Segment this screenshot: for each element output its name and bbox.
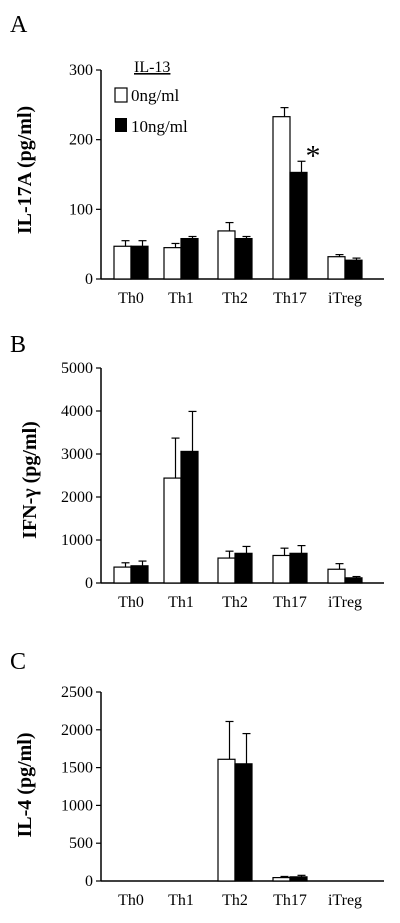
y-tick-label-a-0: 0 [85, 271, 93, 288]
x-tick-label-b-3: Th17 [273, 594, 307, 611]
bar-b-s0-3 [272, 554, 291, 584]
x-tick-label-c-4: iTreg [328, 892, 362, 909]
annotation-a: * [306, 139, 321, 172]
bar-a-s0-0 [113, 245, 132, 280]
panel-letter-c: C [10, 649, 26, 675]
x-tick-label-b-0: Th0 [118, 594, 144, 611]
bar-b-s0-2 [217, 557, 236, 584]
bar-c-s1-2 [234, 763, 253, 882]
legend-title: IL-13 [134, 59, 170, 76]
y-tick-label-a-2: 200 [69, 132, 93, 149]
bar-a-s1-3 [289, 171, 308, 280]
x-tick-label-b-1: Th1 [168, 594, 194, 611]
bar-a-s0-3 [272, 116, 291, 280]
y-axis-label-c: IL-4 (pg/ml) [14, 733, 36, 838]
y-tick-label-a-1: 100 [69, 201, 93, 218]
y-tick-label-b-5: 5000 [61, 360, 93, 377]
panel-letter-a: A [10, 12, 28, 38]
bar-a-s1-0 [130, 245, 149, 280]
bar-b-s1-0 [130, 565, 149, 584]
y-axis-label-b: IFN-γ (pg/ml) [19, 421, 41, 539]
bar-b-s1-1 [180, 450, 199, 584]
y-tick-label-c-3: 1500 [61, 760, 93, 777]
bar-b-s1-2 [234, 552, 253, 584]
panel-letter-b: B [10, 332, 26, 358]
y-tick-label-b-4: 4000 [61, 403, 93, 420]
legend-label-0ngml: 0ng/ml [131, 86, 179, 105]
legend-label-10ngml: 10ng/ml [131, 117, 188, 136]
bar-a-s1-2 [234, 237, 253, 280]
bar-b-s0-0 [113, 566, 132, 584]
bar-b-s1-3 [289, 552, 308, 584]
legend-swatch-10ngml-visible [115, 118, 127, 132]
bar-a-s0-1 [163, 247, 182, 280]
y-tick-label-b-2: 2000 [61, 489, 93, 506]
x-tick-label-a-2: Th2 [222, 290, 248, 307]
bar-b-s0-4 [327, 568, 346, 584]
y-tick-label-c-2: 1000 [61, 797, 93, 814]
bar-b-s0-1 [163, 477, 182, 584]
y-axis-label-a: IL-17A (pg/ml) [14, 106, 36, 234]
bar-c-s1-3 [289, 876, 308, 882]
y-tick-label-a-3: 300 [69, 62, 93, 79]
y-tick-label-c-1: 500 [69, 835, 93, 852]
x-tick-label-b-2: Th2 [222, 594, 248, 611]
x-tick-label-a-3: Th17 [273, 290, 307, 307]
bar-c-s0-3 [272, 876, 291, 882]
y-tick-label-b-1: 1000 [61, 532, 93, 549]
bar-b-s1-4 [344, 577, 363, 584]
x-tick-label-c-3: Th17 [273, 892, 307, 909]
y-tick-label-c-5: 2500 [61, 684, 93, 701]
y-tick-label-b-3: 3000 [61, 446, 93, 463]
x-tick-label-c-2: Th2 [222, 892, 248, 909]
bar-c-s0-2 [217, 758, 236, 882]
bar-a-s1-4 [344, 259, 363, 280]
x-tick-label-c-0: Th0 [118, 892, 144, 909]
y-tick-label-b-0: 0 [85, 575, 93, 592]
y-tick-label-c-4: 2000 [61, 722, 93, 739]
y-tick-label-c-0: 0 [85, 873, 93, 890]
x-tick-label-a-1: Th1 [168, 290, 194, 307]
legend: IL-13 0ng/ml 10ng/ml [114, 59, 188, 136]
x-tick-label-b-4: iTreg [328, 594, 362, 611]
legend-swatch-0ngml [114, 87, 128, 103]
x-tick-label-a-4: iTreg [328, 290, 362, 307]
bar-a-s0-4 [327, 256, 346, 280]
x-tick-label-c-1: Th1 [168, 892, 194, 909]
x-tick-label-a-0: Th0 [118, 290, 144, 307]
bar-a-s0-2 [217, 230, 236, 280]
bar-a-s1-1 [180, 237, 199, 280]
